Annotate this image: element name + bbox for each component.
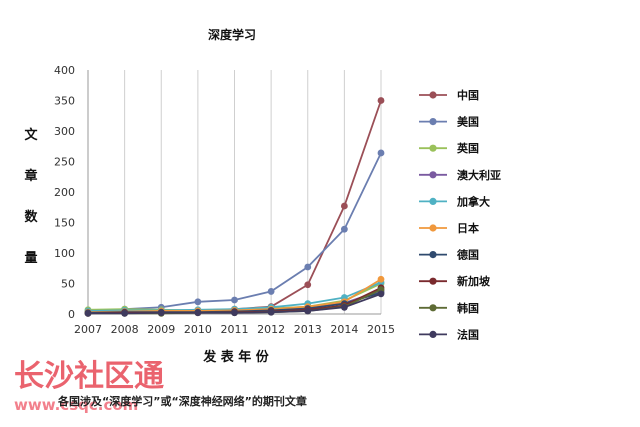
x-tick-label: 2015 — [367, 323, 395, 336]
legend-swatch-marker — [429, 277, 437, 285]
legend-item: 英国 — [419, 141, 479, 155]
data-point — [267, 308, 275, 316]
data-point — [304, 263, 312, 271]
legend-swatch-marker — [429, 91, 437, 99]
y-tick-label: 0 — [68, 308, 75, 321]
data-point — [377, 97, 385, 104]
data-point — [231, 309, 238, 317]
data-point — [157, 309, 165, 317]
legend-swatch-marker — [429, 330, 437, 338]
data-point — [340, 225, 348, 233]
x-tick-label: 2007 — [74, 323, 102, 336]
y-tick-labels: 0 50 100 150 200 250 300 350 400 — [54, 64, 75, 321]
legend-label: 韩国 — [457, 301, 479, 315]
legend-item: 中国 — [419, 88, 479, 102]
data-point — [377, 290, 385, 298]
x-tick-label: 2013 — [294, 323, 322, 336]
legend-label: 法国 — [457, 327, 479, 341]
y-axis-title-char: 量 — [24, 251, 37, 266]
x-tick-label: 2014 — [330, 323, 358, 336]
legend-item: 日本 — [419, 221, 479, 235]
series-法国 — [84, 290, 385, 317]
data-point — [194, 298, 202, 306]
y-tick-label: 300 — [54, 125, 75, 138]
data-point — [340, 303, 348, 311]
y-tick-label: 150 — [54, 217, 75, 230]
chart-title: 深度学习 — [208, 27, 256, 42]
y-tick-label: 50 — [61, 278, 75, 291]
data-point — [377, 149, 385, 157]
figure-caption: 各国涉及“深度学习”或“深度神经网络”的期刊文章 — [57, 394, 307, 408]
data-point — [304, 281, 312, 289]
legend-label: 新加坡 — [457, 274, 491, 288]
x-tick-label: 2011 — [221, 323, 249, 336]
data-point — [194, 309, 202, 317]
legend-item: 美国 — [419, 115, 479, 129]
x-tick-label: 2009 — [147, 323, 175, 336]
x-tick-label: 2008 — [111, 323, 139, 336]
data-point — [121, 309, 129, 317]
legend-swatch-marker — [429, 224, 437, 232]
series-lines — [84, 97, 385, 317]
data-point — [377, 275, 385, 283]
y-tick-label: 100 — [54, 247, 75, 260]
legend-swatch-marker — [429, 197, 437, 205]
legend-label: 中国 — [457, 88, 479, 102]
y-axis-title-char: 数 — [24, 209, 38, 225]
y-axis-title-char: 章 — [24, 168, 37, 184]
legend-label: 加拿大 — [456, 194, 490, 208]
watermark-url: www.csqc.com — [14, 396, 138, 414]
y-tick-label: 200 — [54, 186, 75, 199]
y-tick-label: 250 — [54, 156, 75, 169]
legend-swatch-marker — [429, 304, 437, 312]
legend-item: 加拿大 — [419, 194, 490, 208]
legend-label: 英国 — [456, 141, 479, 155]
x-tick-labels: 2007 2008 2009 2010 2011 2012 2013 2014 2015 — [74, 323, 395, 336]
legend-swatch-marker — [429, 171, 437, 179]
legend-item: 法国 — [419, 327, 479, 341]
legend-item: 新加坡 — [419, 274, 491, 288]
legend-swatch-marker — [429, 118, 437, 126]
data-point — [304, 307, 312, 315]
y-tick-label: 350 — [54, 95, 75, 108]
data-point — [84, 309, 92, 317]
legend-swatch-marker — [429, 144, 437, 152]
y-tick-label: 400 — [54, 64, 75, 77]
x-tick-label: 2012 — [257, 323, 285, 336]
data-point — [267, 288, 275, 295]
y-axis-title-char: 文 — [24, 127, 38, 143]
legend-item: 韩国 — [419, 301, 479, 315]
legend-item: 德国 — [419, 248, 479, 262]
watermark-logo-text: 长沙社区通 — [14, 359, 164, 394]
data-point — [231, 296, 238, 304]
legend-label: 美国 — [457, 115, 479, 129]
legend-label: 德国 — [456, 248, 479, 262]
x-tick-label: 2010 — [184, 323, 212, 336]
grid-lines — [87, 70, 382, 314]
data-point — [340, 202, 348, 210]
x-axis-title: 发 表 年 份 — [202, 349, 270, 365]
legend-item: 澳大利亚 — [419, 168, 501, 182]
legend-swatch-marker — [429, 251, 437, 259]
legend-label: 澳大利亚 — [457, 168, 501, 182]
legend-label: 日本 — [457, 221, 479, 235]
